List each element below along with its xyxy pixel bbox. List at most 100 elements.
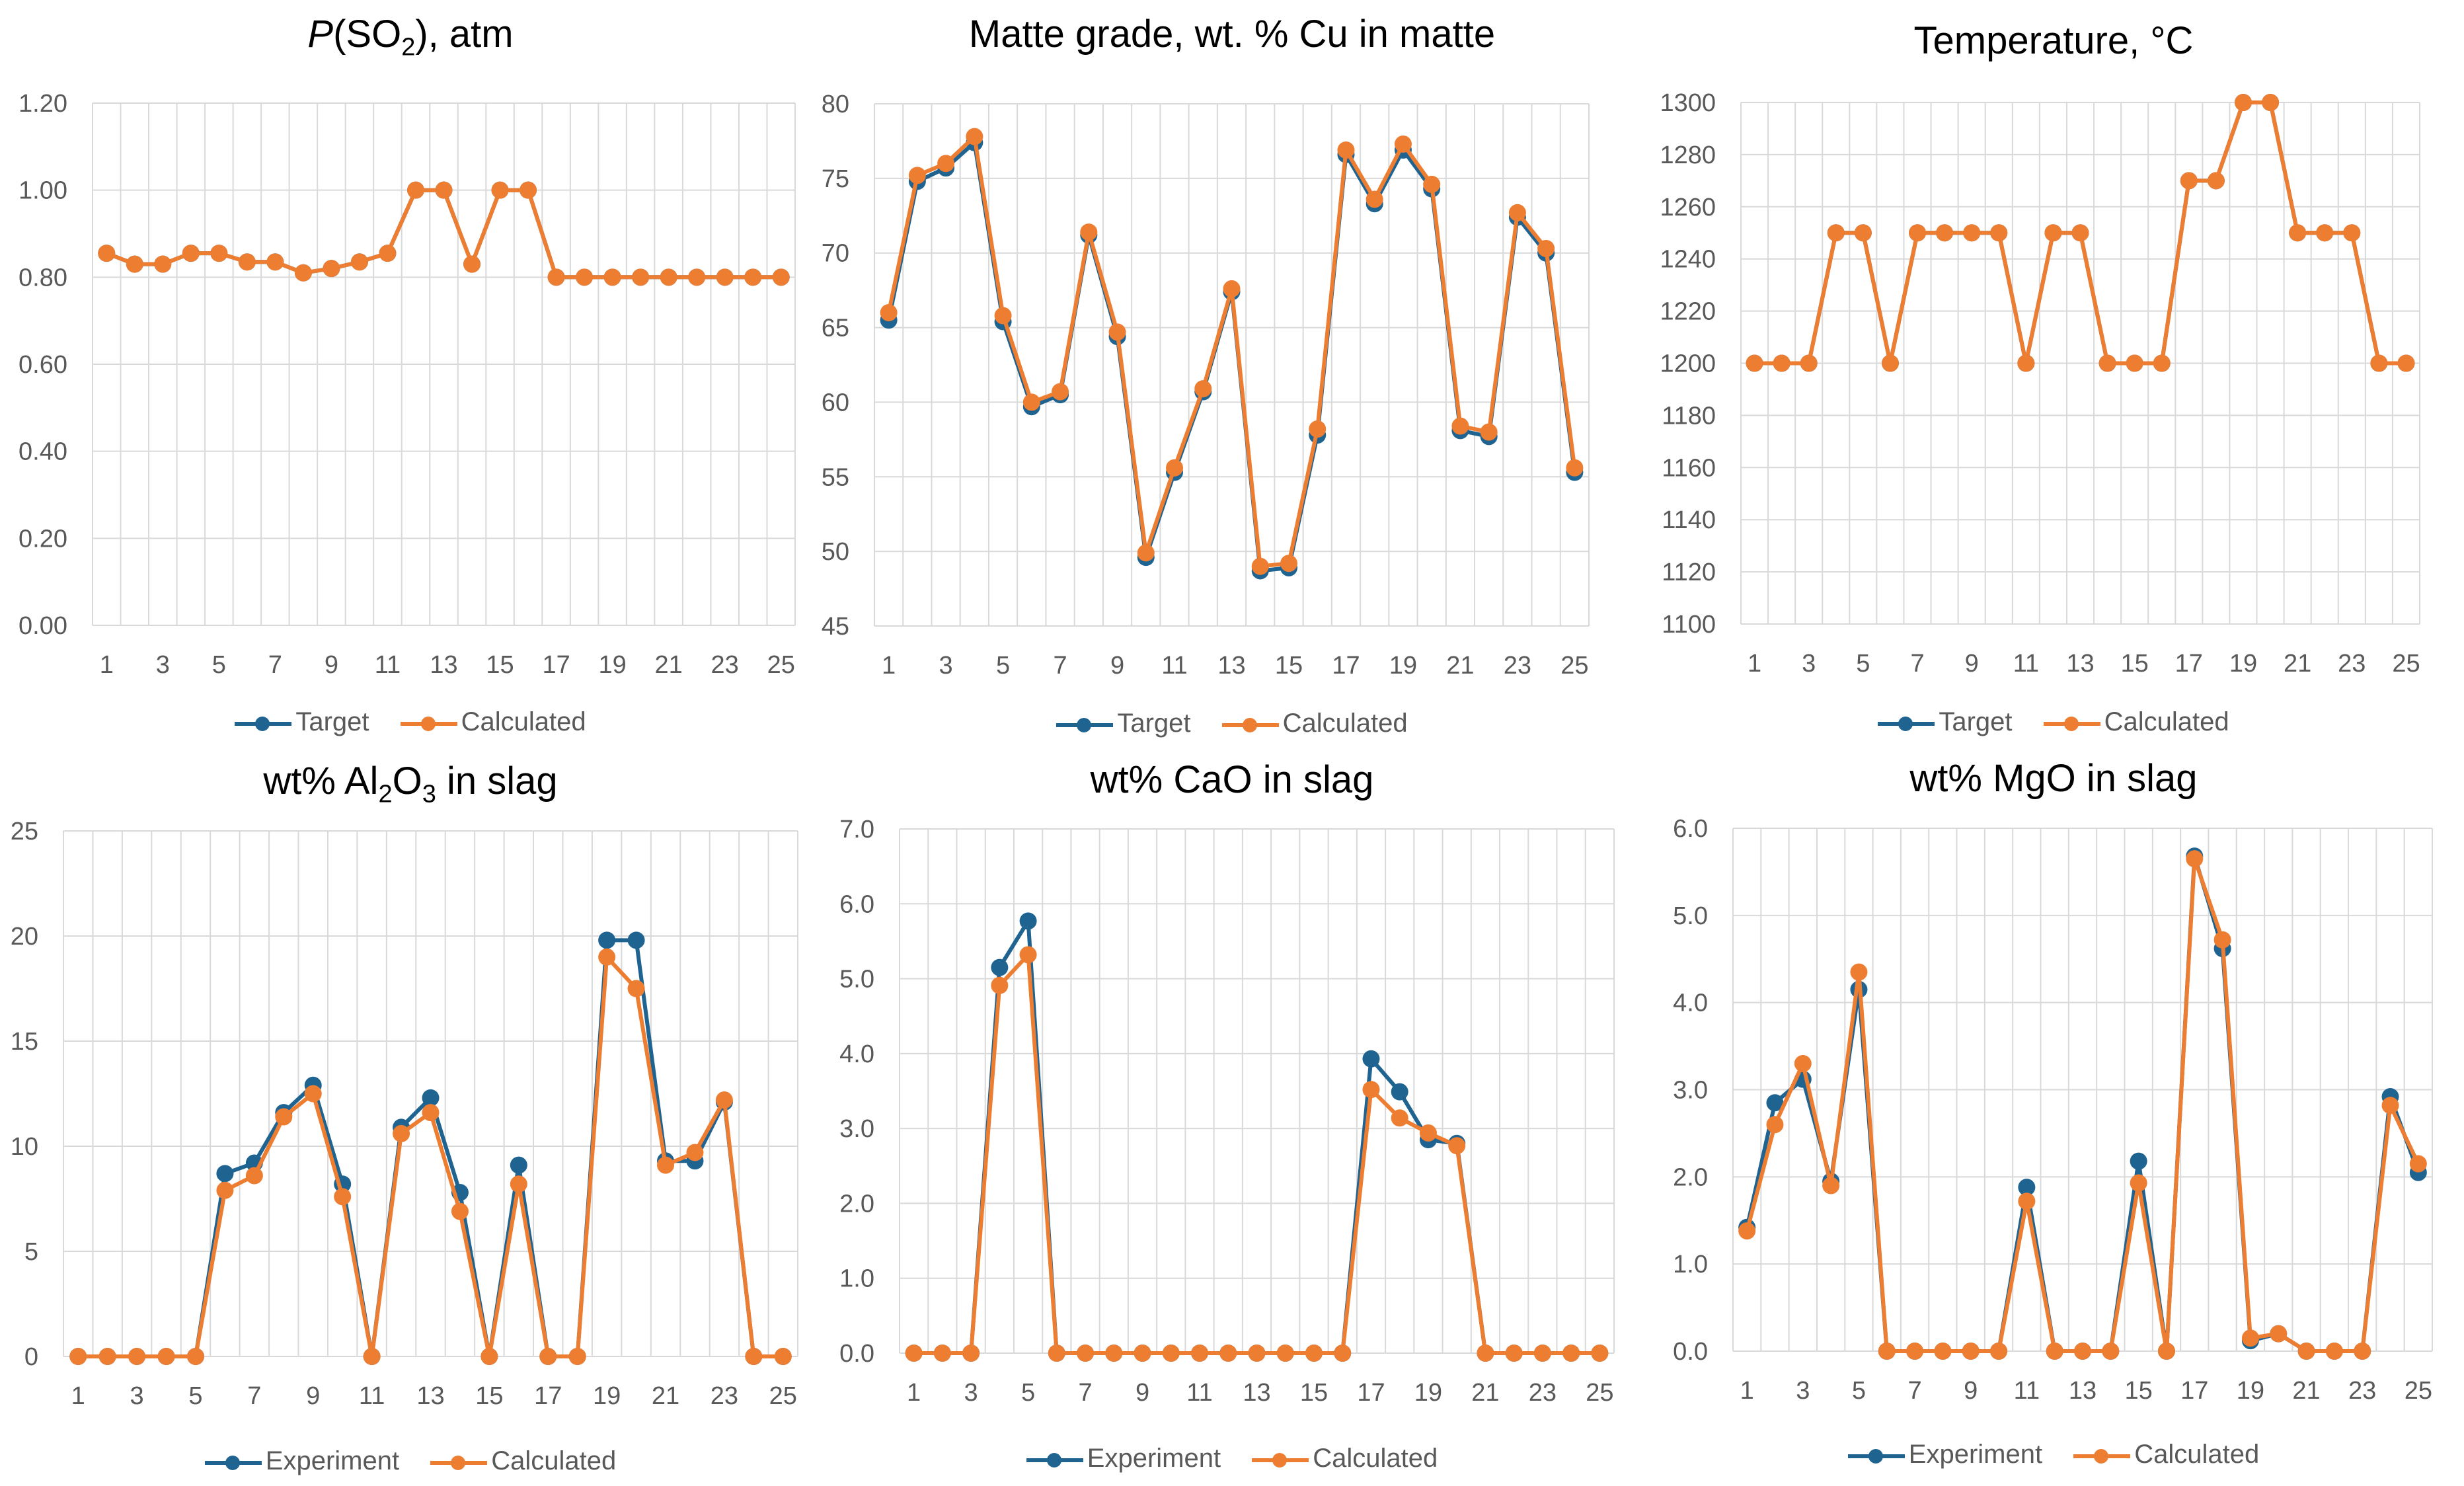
data-point: [933, 1345, 951, 1362]
data-point: [128, 1348, 146, 1365]
y-tick-label: 0.40: [19, 438, 67, 466]
data-point: [2017, 354, 2035, 372]
data-point: [1990, 1343, 2008, 1360]
x-tick-label: 25: [2392, 650, 2420, 678]
data-point: [2409, 1155, 2427, 1173]
data-point: [2297, 1343, 2315, 1360]
y-tick-label: 3.0: [839, 1115, 874, 1143]
x-tick-label: 19: [1389, 652, 1417, 680]
y-tick-label: 60: [822, 389, 849, 416]
y-tick-label: 5.0: [839, 966, 874, 994]
y-tick-label: 5.0: [1673, 902, 1708, 930]
x-tick-label: 13: [1217, 652, 1245, 680]
x-tick-label: 17: [2175, 650, 2203, 678]
data-point: [422, 1089, 440, 1107]
x-tick-label: 25: [1560, 652, 1588, 680]
data-point: [422, 1104, 440, 1122]
data-point: [598, 931, 616, 949]
data-point: [2046, 1343, 2063, 1360]
data-point: [627, 980, 645, 997]
x-tick-label: 3: [964, 1379, 978, 1407]
data-point: [1019, 946, 1037, 964]
data-point: [716, 268, 734, 286]
data-point: [1827, 224, 1845, 242]
data-point: [774, 1348, 792, 1365]
data-point: [1990, 224, 2008, 242]
data-point: [772, 268, 790, 286]
data-point: [1137, 544, 1155, 562]
y-tick-label: 1160: [1662, 454, 1716, 482]
data-point: [1477, 1345, 1494, 1362]
x-tick-label: 15: [486, 651, 514, 679]
x-tick-label: 21: [2284, 650, 2311, 678]
data-point: [966, 128, 983, 145]
data-point: [715, 1091, 733, 1109]
data-point: [1738, 1222, 1756, 1240]
series-line: [106, 188, 781, 280]
data-point: [1773, 354, 1790, 372]
data-point: [510, 1175, 527, 1193]
x-tick-label: 13: [1243, 1379, 1270, 1407]
x-tick-label: 19: [593, 1382, 621, 1410]
y-tick-label: 1140: [1662, 506, 1716, 534]
series-line: [886, 134, 1577, 568]
y-tick-label: 0.60: [19, 351, 67, 379]
data-point: [962, 1345, 980, 1362]
data-point: [1280, 555, 1297, 572]
data-point: [2130, 1174, 2147, 1192]
data-point: [1822, 1177, 1840, 1194]
data-point: [568, 1348, 586, 1365]
series-line: [913, 953, 1600, 1355]
data-point: [991, 976, 1009, 994]
data-point: [1194, 380, 1212, 398]
y-tick-label: 15: [11, 1028, 38, 1056]
x-tick-label: 25: [2405, 1377, 2432, 1405]
x-tick-label: 9: [306, 1382, 320, 1410]
data-point: [126, 255, 143, 273]
y-tick-label: 0.20: [19, 525, 67, 553]
y-tick-label: 1100: [1662, 611, 1716, 639]
x-tick-label: 21: [652, 1382, 679, 1410]
x-tick-label: 11: [375, 651, 401, 679]
x-tick-label: 7: [1053, 652, 1067, 680]
data-point: [182, 245, 200, 262]
chart-legend: Target Calculated: [0, 707, 821, 737]
data-point: [1251, 557, 1269, 575]
x-tick-label: 23: [2348, 1377, 2376, 1405]
y-tick-label: 7.0: [839, 816, 874, 843]
data-point: [2289, 224, 2307, 242]
data-point: [688, 268, 706, 286]
data-point: [1219, 1345, 1237, 1362]
data-point: [1019, 912, 1037, 930]
data-point: [1909, 224, 1927, 242]
x-tick-label: 19: [1414, 1379, 1442, 1407]
data-point: [1766, 1116, 1784, 1134]
x-tick-label: 15: [1275, 652, 1303, 680]
data-point: [657, 1156, 675, 1174]
x-tick-label: 23: [1529, 1379, 1557, 1407]
x-tick-label: 15: [475, 1382, 503, 1410]
data-point: [157, 1348, 175, 1365]
y-tick-label: 2.0: [839, 1190, 874, 1218]
y-tick-label: 0: [24, 1343, 38, 1371]
data-point: [1334, 1345, 1352, 1362]
data-point: [2153, 354, 2171, 372]
data-point: [1309, 420, 1327, 438]
x-tick-label: 17: [542, 651, 570, 679]
x-tick-label: 25: [767, 651, 795, 679]
x-tick-label: 25: [769, 1382, 797, 1410]
y-tick-label: 1180: [1662, 402, 1716, 430]
x-tick-label: 23: [2338, 650, 2366, 678]
y-tick-label: 2.0: [1673, 1163, 1708, 1191]
data-point: [1850, 963, 1868, 981]
data-point: [275, 1108, 293, 1126]
chart-panel-temperature: Temperature, °C 1100 1120 1140 1160 1180 1200…: [1643, 0, 2464, 743]
x-tick-label: 25: [1586, 1379, 1613, 1407]
data-point: [238, 253, 256, 271]
data-point: [1276, 1345, 1294, 1362]
data-point: [880, 304, 898, 321]
series-line: [78, 938, 783, 1358]
data-point: [2102, 1343, 2120, 1360]
data-point: [1963, 224, 1981, 242]
x-tick-label: 19: [2229, 650, 2257, 678]
